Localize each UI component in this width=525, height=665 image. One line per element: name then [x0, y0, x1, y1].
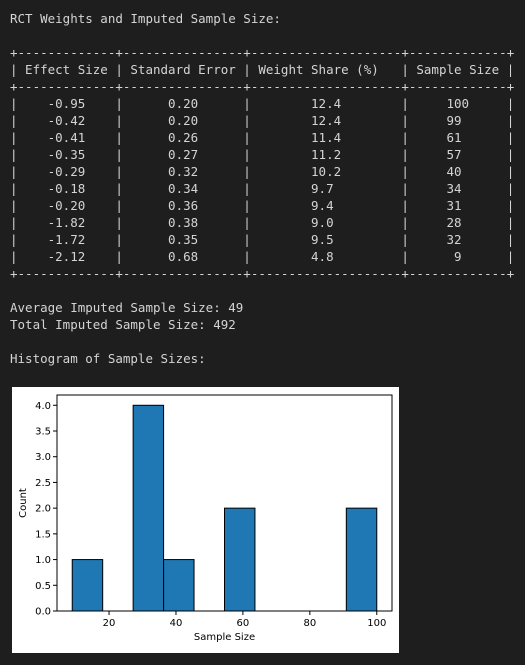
histogram-title: Histogram of Sample Sizes:: [10, 351, 206, 366]
table-row: | -0.35 | 0.27 | 11.2 | 57 |: [10, 147, 515, 162]
y-tick-label: 3.0: [35, 452, 51, 463]
y-axis-label: Count: [18, 488, 29, 518]
histogram-figure: 20 40 60 80 100 0.0 0.5 1.0 1.5 2.0 2.5 3.0 3.5 4.0 Sa…: [12, 387, 399, 653]
table-border-bottom: +-------------+----------------+--------…: [10, 266, 515, 281]
y-tick-label: 1.0: [35, 555, 51, 566]
table-row: | -2.12 | 0.68 | 4.8 | 9 |: [10, 249, 515, 264]
table-border-top: +-------------+----------------+--------…: [10, 45, 515, 60]
y-tick-label: 3.5: [35, 427, 51, 438]
table-header-row: | Effect Size | Standard Error | Weight …: [10, 62, 515, 77]
histogram-chart: 20 40 60 80 100 0.0 0.5 1.0 1.5 2.0 2.5 3.0 3.5 4.0 Sa…: [18, 394, 393, 643]
output-title: RCT Weights and Imputed Sample Size:: [10, 11, 281, 26]
x-axis-label: Sample Size: [194, 632, 255, 643]
table-border-mid: +-------------+----------------+--------…: [10, 79, 515, 94]
histogram-bar: [132, 404, 165, 612]
y-tick-label: 4.0: [35, 401, 51, 412]
y-tick-label: 0.0: [35, 607, 51, 618]
table-row: | -0.95 | 0.20 | 12.4 | 100 |: [10, 96, 515, 111]
total-sample-size: Total Imputed Sample Size: 492: [10, 317, 236, 332]
table-row: | -0.18 | 0.34 | 9.7 | 34 |: [10, 181, 515, 196]
y-tick-label: 2.0: [35, 504, 51, 515]
x-tick-label: 60: [237, 618, 250, 629]
x-tick-label: 20: [103, 618, 116, 629]
table-row: | -0.29 | 0.32 | 10.2 | 40 |: [10, 164, 515, 179]
y-tick-label: 0.5: [35, 581, 51, 592]
histogram-bar: [163, 559, 195, 612]
histogram-bar: [345, 507, 378, 612]
x-tick-label: 40: [170, 618, 183, 629]
x-tick-label: 100: [367, 618, 386, 629]
average-sample-size: Average Imputed Sample Size: 49: [10, 300, 244, 315]
histogram-bar: [71, 559, 104, 612]
histogram-bar: [224, 507, 256, 612]
plot-frame: [56, 394, 393, 612]
table-row: | -0.42 | 0.20 | 12.4 | 99 |: [10, 113, 515, 128]
y-tick-label: 2.5: [35, 478, 51, 489]
table-row: | -0.20 | 0.36 | 9.4 | 31 |: [10, 198, 515, 213]
table-row: | -1.82 | 0.38 | 9.0 | 28 |: [10, 215, 515, 230]
x-tick-label: 80: [303, 618, 316, 629]
table-row: | -1.72 | 0.35 | 9.5 | 32 |: [10, 232, 515, 247]
y-tick-label: 1.5: [35, 529, 51, 540]
table-row: | -0.41 | 0.26 | 11.4 | 61 |: [10, 130, 515, 145]
